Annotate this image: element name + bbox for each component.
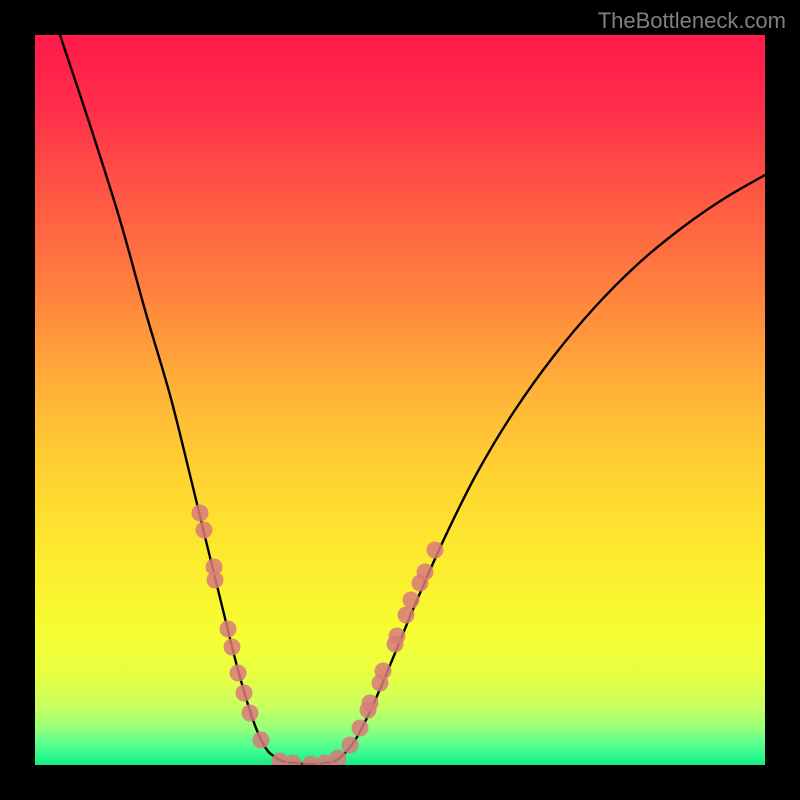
curve-marker [389,628,406,645]
curve-marker [236,685,253,702]
chart-curve-layer [35,35,765,765]
curve-marker [242,705,259,722]
bottleneck-chart [35,35,765,765]
curve-marker [192,505,209,522]
curve-marker [403,592,420,609]
curve-marker [427,542,444,559]
curve-marker [352,720,369,737]
curve-marker [196,522,213,539]
curve-marker [342,737,359,754]
curve-marker [230,665,247,682]
curve-marker [253,732,270,749]
curve-marker [417,564,434,581]
curve-marker [224,639,241,656]
curve-marker [398,607,415,624]
curve-marker [375,663,392,680]
curve-marker [207,572,224,589]
curve-marker [330,750,347,766]
curve-marker [362,695,379,712]
curve-marker [285,755,302,766]
bottleneck-curve [60,35,765,764]
curve-marker [220,621,237,638]
curve-markers [192,505,444,766]
watermark-text: TheBottleneck.com [598,8,786,34]
